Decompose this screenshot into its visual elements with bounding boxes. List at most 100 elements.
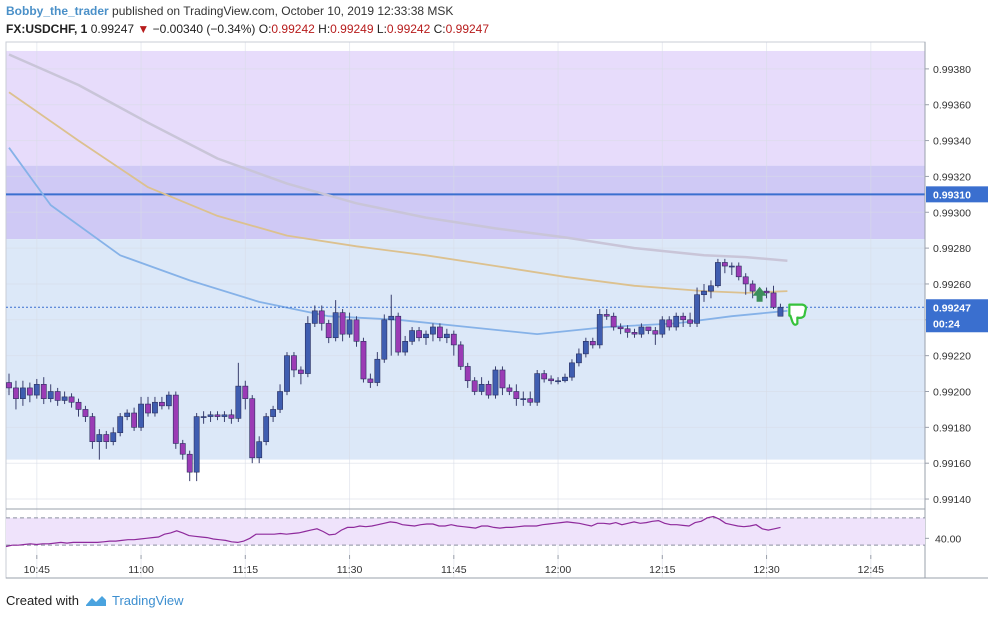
- candle: [534, 369, 541, 406]
- price-tick-label: 0.99300: [933, 207, 971, 219]
- low-label: L:: [376, 22, 387, 36]
- candle: [96, 429, 103, 460]
- candle-body: [770, 292, 777, 308]
- candle-body: [714, 262, 721, 287]
- candle-body: [777, 306, 784, 317]
- created-with-label: Created with: [6, 593, 79, 608]
- candle-body: [436, 326, 443, 339]
- candle-body: [33, 384, 40, 396]
- candle: [548, 375, 554, 385]
- candle: [228, 409, 235, 424]
- price-tick-label: 0.99140: [933, 494, 971, 506]
- candle: [402, 335, 409, 356]
- candle: [221, 411, 228, 422]
- candle: [131, 407, 137, 431]
- candle-body: [492, 369, 499, 396]
- candle-body: [652, 330, 659, 335]
- candle: [624, 325, 631, 338]
- candle-body: [589, 341, 596, 346]
- time-tick-label: 12:30: [753, 564, 779, 576]
- candle-body: [610, 315, 617, 328]
- candle-body: [735, 265, 742, 278]
- candle: [6, 373, 12, 396]
- candle: [631, 328, 638, 338]
- candle-body: [82, 409, 89, 417]
- candle-body: [423, 333, 429, 339]
- candle-body: [19, 387, 26, 399]
- candle-body: [450, 333, 457, 346]
- author-name[interactable]: Bobby_the_trader: [6, 4, 109, 18]
- candle: [159, 396, 165, 410]
- candle-body: [353, 319, 360, 342]
- candle: [193, 413, 200, 482]
- candle: [555, 377, 561, 385]
- candle: [617, 323, 624, 335]
- candle-body: [575, 353, 582, 364]
- candle-body: [165, 394, 172, 407]
- candle: [409, 326, 415, 345]
- candle: [249, 395, 256, 464]
- candle-body: [478, 384, 485, 392]
- candle-body: [506, 387, 513, 392]
- candle-body: [54, 391, 61, 401]
- candle: [471, 377, 478, 396]
- candle: [152, 396, 158, 417]
- candle-body: [666, 319, 673, 328]
- candle-body: [742, 276, 749, 285]
- candle: [353, 316, 360, 347]
- candle-body: [138, 403, 144, 428]
- candle-body: [68, 396, 75, 403]
- candle-body: [89, 416, 96, 442]
- candle-body: [624, 328, 631, 333]
- candle: [464, 362, 471, 388]
- candle: [714, 258, 721, 288]
- candle: [124, 409, 131, 421]
- candle: [47, 384, 54, 403]
- price-tick-label: 0.99280: [933, 243, 971, 255]
- candle-body: [701, 290, 707, 296]
- candle: [68, 393, 75, 408]
- price-zones: [6, 50, 925, 460]
- candle: [61, 391, 68, 405]
- candle-body: [395, 315, 402, 353]
- tradingview-link[interactable]: TradingView: [112, 593, 184, 608]
- time-tick-label: 12:45: [858, 564, 884, 576]
- candle: [749, 280, 756, 299]
- candle-body: [179, 443, 186, 455]
- candle: [520, 391, 527, 406]
- candle-body: [270, 409, 276, 417]
- candle-body: [409, 330, 415, 342]
- candle: [443, 328, 450, 344]
- candle: [395, 312, 402, 356]
- candle-body: [297, 369, 304, 374]
- thumbs-down-icon: [788, 303, 808, 326]
- time-tick-label: 12:15: [649, 564, 675, 576]
- candle-body: [110, 432, 117, 442]
- candle: [673, 312, 680, 331]
- candle: [721, 258, 728, 274]
- candle-body: [513, 391, 520, 399]
- candle-body: [103, 434, 110, 442]
- candle: [304, 316, 311, 378]
- candle-body: [193, 416, 200, 473]
- candle: [423, 330, 429, 345]
- candle: [589, 337, 596, 349]
- close-value: 0.99247: [445, 22, 490, 36]
- candle-body: [61, 396, 68, 401]
- candle: [562, 373, 568, 383]
- candle: [742, 273, 749, 295]
- time-axis: 10:45 11:00 11:15 11:30 11:45 12:00 12:15 12:30…: [6, 555, 988, 579]
- time-tick-label: 11:00: [128, 564, 154, 576]
- candle-body: [534, 373, 541, 403]
- price-tick-label: 0.99160: [933, 458, 971, 470]
- countdown-label: 00:24: [933, 318, 960, 330]
- candle-body: [40, 384, 47, 399]
- ohlc-line: FX:USDCHF, 1 0.99247 ▼ −0.00340 (−0.34%)…: [6, 22, 489, 36]
- candle-body: [763, 290, 770, 294]
- candle-body: [527, 398, 534, 403]
- candle-body: [548, 378, 554, 382]
- close-label: C:: [433, 22, 446, 36]
- candle: [103, 430, 110, 449]
- tradingview-logo-icon: [85, 596, 106, 606]
